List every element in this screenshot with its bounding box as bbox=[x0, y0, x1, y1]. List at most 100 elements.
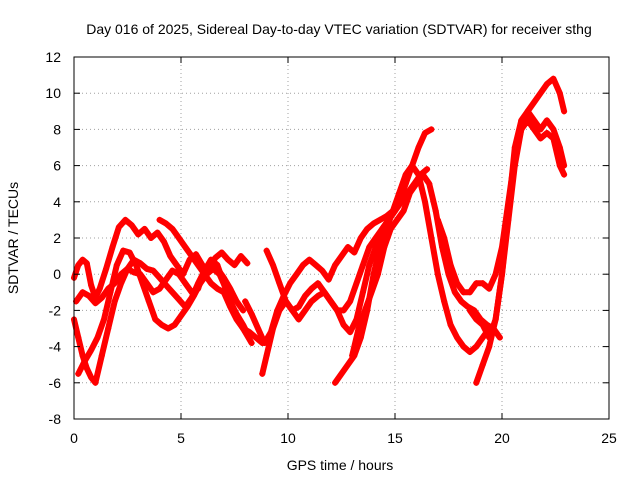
data-point bbox=[152, 316, 159, 323]
y-axis: -8 -6 -4 -2 0 2 4 6 8 10 12 bbox=[45, 49, 609, 427]
data-point bbox=[389, 207, 396, 214]
data-point bbox=[248, 311, 255, 318]
data-point bbox=[524, 117, 531, 124]
data-point bbox=[406, 189, 413, 196]
x-tick-label: 25 bbox=[601, 430, 617, 446]
data-point bbox=[270, 325, 277, 332]
data-point bbox=[98, 352, 105, 359]
data-point bbox=[92, 300, 99, 307]
data-point bbox=[141, 225, 148, 232]
data-point bbox=[368, 289, 375, 296]
data-point bbox=[175, 271, 182, 278]
series-trace bbox=[349, 171, 503, 359]
data-point bbox=[143, 280, 150, 287]
data-point bbox=[135, 231, 142, 238]
data-point bbox=[434, 271, 441, 278]
data-point bbox=[83, 365, 90, 372]
data-point bbox=[550, 126, 557, 133]
data-point bbox=[327, 298, 334, 305]
data-point bbox=[113, 262, 120, 269]
data-point bbox=[173, 262, 180, 269]
data-point bbox=[201, 271, 208, 278]
data-point bbox=[426, 180, 433, 187]
data-point bbox=[325, 276, 332, 283]
data-point bbox=[473, 280, 480, 287]
x-tick-label: 0 bbox=[70, 430, 78, 446]
data-point bbox=[98, 294, 105, 301]
data-point bbox=[349, 352, 356, 359]
data-point bbox=[424, 166, 431, 173]
data-point bbox=[400, 207, 407, 214]
data-point bbox=[299, 262, 306, 269]
data-point bbox=[537, 90, 544, 97]
data-point bbox=[75, 262, 82, 269]
data-point bbox=[362, 307, 369, 314]
data-point bbox=[359, 289, 366, 296]
x-tick-label: 15 bbox=[387, 430, 403, 446]
data-point bbox=[556, 144, 563, 151]
data-point bbox=[92, 379, 99, 386]
data-point bbox=[486, 285, 493, 292]
data-point bbox=[308, 285, 315, 292]
data-point bbox=[182, 280, 189, 287]
data-point bbox=[445, 271, 452, 278]
data-point bbox=[387, 225, 394, 232]
data-point bbox=[537, 126, 544, 133]
data-point bbox=[259, 370, 266, 377]
data-point bbox=[332, 379, 339, 386]
data-point bbox=[486, 343, 493, 350]
data-point bbox=[409, 162, 416, 169]
y-tick-label: -4 bbox=[49, 339, 62, 355]
data-point bbox=[366, 262, 373, 269]
data-point bbox=[458, 298, 465, 305]
data-point bbox=[240, 325, 247, 332]
data-point bbox=[255, 325, 262, 332]
y-axis-label: SDTVAR / TECUs bbox=[5, 182, 21, 294]
data-point bbox=[81, 358, 88, 365]
data-point bbox=[394, 216, 401, 223]
data-point bbox=[128, 222, 135, 229]
data-point bbox=[466, 307, 473, 314]
data-point bbox=[126, 249, 133, 256]
data-point bbox=[246, 329, 253, 336]
data-point bbox=[143, 265, 150, 272]
data-point bbox=[302, 292, 309, 299]
data-point bbox=[353, 280, 360, 287]
data-point bbox=[88, 282, 95, 289]
data-point bbox=[355, 325, 362, 332]
data-point bbox=[451, 289, 458, 296]
data-point bbox=[381, 244, 388, 251]
x-tick-label: 10 bbox=[280, 430, 296, 446]
data-point bbox=[171, 321, 178, 328]
data-point bbox=[428, 126, 435, 133]
data-point bbox=[156, 274, 163, 281]
data-point bbox=[302, 307, 309, 314]
data-point bbox=[447, 321, 454, 328]
data-point bbox=[441, 298, 448, 305]
data-point bbox=[270, 262, 277, 269]
y-tick-label: 12 bbox=[45, 49, 61, 65]
data-point bbox=[156, 216, 163, 223]
data-point bbox=[163, 220, 170, 227]
data-point bbox=[466, 349, 473, 356]
data-point bbox=[543, 81, 550, 88]
data-point bbox=[347, 329, 354, 336]
data-point bbox=[105, 325, 112, 332]
data-point bbox=[169, 289, 176, 296]
data-point bbox=[338, 253, 345, 260]
data-point bbox=[276, 307, 283, 314]
data-point bbox=[207, 262, 214, 269]
y-tick-label: 10 bbox=[45, 85, 61, 101]
data-point bbox=[492, 316, 499, 323]
data-point bbox=[321, 289, 328, 296]
data-point bbox=[347, 298, 354, 305]
data-point bbox=[133, 262, 140, 269]
data-point bbox=[473, 343, 480, 350]
data-point bbox=[473, 316, 480, 323]
data-point bbox=[413, 180, 420, 187]
data-point bbox=[524, 108, 531, 115]
data-point bbox=[344, 244, 351, 251]
data-point bbox=[79, 289, 86, 296]
data-point bbox=[242, 298, 249, 305]
y-tick-label: -6 bbox=[49, 375, 62, 391]
